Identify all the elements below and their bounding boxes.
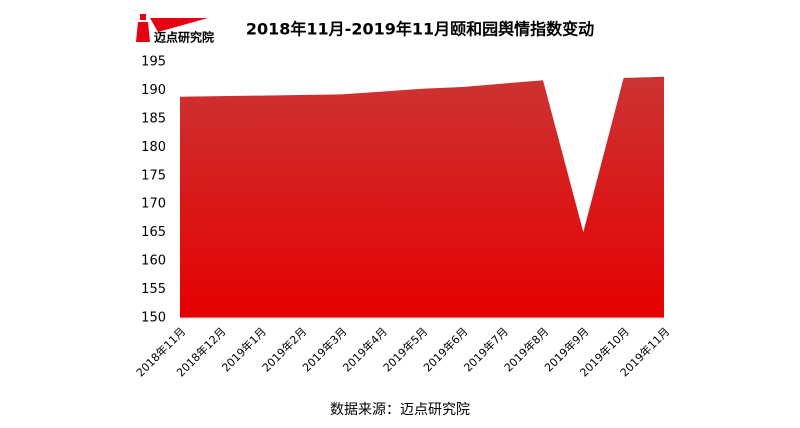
y-tick-label: 160 [141,254,166,269]
logo: 迈点研究院 [136,14,214,45]
y-tick-label: 150 [141,311,166,326]
logo-text: 迈点研究院 [154,30,214,45]
y-tick-label: 180 [141,140,166,155]
y-tick-label: 170 [141,197,166,212]
logo-flag [150,18,208,32]
area [180,76,664,319]
y-tick-label: 175 [141,168,166,183]
logo-tower-top [140,14,146,20]
y-tick-label: 195 [141,55,166,70]
y-tick-label: 185 [141,111,166,126]
source-note: 数据来源：迈点研究院 [330,402,470,418]
y-tick-label: 165 [141,225,166,240]
logo-tower [136,22,150,42]
y-tick-label: 190 [141,83,166,98]
chart-title: 2018年11月-2019年11月颐和园舆情指数变动 [246,20,594,39]
y-tick-label: 155 [141,282,166,297]
